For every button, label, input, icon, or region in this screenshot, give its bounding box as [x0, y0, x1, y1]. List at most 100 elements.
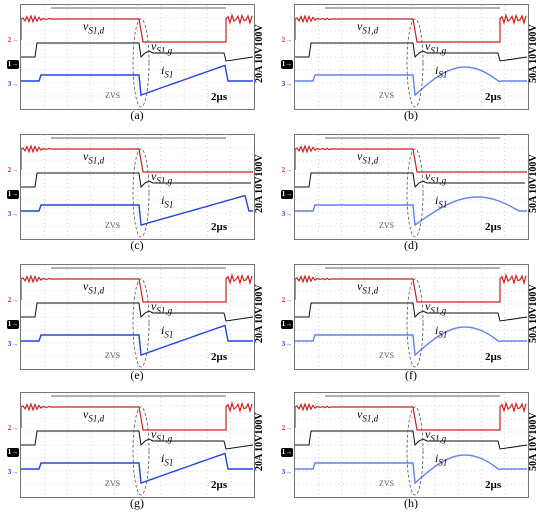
- gate-voltage-label: vS1,g: [425, 299, 447, 316]
- panel-caption: (c): [130, 238, 144, 252]
- gate-voltage-trace: [21, 42, 254, 62]
- channel-3-marker: 3→: [281, 80, 293, 88]
- scope-panel-c: vS1,d vS1,g iS1 ZVS 2µs 2→ 1→ 3→ 20A 10V…: [6, 132, 268, 256]
- channel-1-marker: 1→: [281, 448, 293, 457]
- channel-2-marker: 2→: [281, 296, 293, 304]
- channel-3-marker: 3→: [7, 80, 19, 88]
- switch-current-trace: [295, 196, 527, 227]
- drain-voltage-label: vS1,d: [83, 19, 105, 36]
- waveform-plot: [21, 135, 254, 239]
- oscilloscope-screen: vS1,d vS1,g iS1 ZVS 2µs: [20, 4, 255, 110]
- channel-2-marker: 2→: [281, 424, 293, 432]
- channel-2-marker: 2→: [7, 36, 19, 44]
- scope-panel-a: vS1,d vS1,g iS1 ZVS 2µs 2→ 1→ 3→ 20A 10V…: [6, 2, 268, 126]
- scope-panel-b: vS1,d vS1,g iS1 ZVS 2µs 2→ 1→ 3→ 50A 10V…: [280, 2, 542, 126]
- drain-voltage-label: vS1,d: [357, 19, 379, 36]
- scope-grid: [295, 135, 528, 239]
- scope-panel-d: vS1,d vS1,g iS1 ZVS 2µs 2→ 1→ 3→ 50A 10V…: [280, 132, 542, 256]
- oscilloscope-screen: vS1,d vS1,g iS1 ZVS 2µs: [294, 264, 529, 370]
- gate-voltage-label: vS1,g: [151, 299, 173, 316]
- scale-label: 20A 10V100V: [254, 284, 265, 344]
- time-division-label: 2µs: [211, 221, 228, 233]
- scale-label: 50A 10V100V: [528, 284, 539, 344]
- drain-voltage-label: vS1,d: [357, 279, 379, 296]
- drain-voltage-trace: [21, 13, 253, 43]
- waveform-plot: [21, 393, 254, 497]
- gate-voltage-trace: [21, 302, 254, 322]
- current-label: iS1: [161, 193, 174, 210]
- channel-1-marker: 1→: [7, 190, 19, 199]
- channel-1-marker: 1→: [281, 60, 293, 69]
- gate-voltage-label: vS1,g: [425, 39, 447, 56]
- scope-grid: [21, 393, 254, 497]
- scale-label: 20A 10V100V: [254, 412, 265, 472]
- scope-panel-f: vS1,d vS1,g iS1 ZVS 2µs 2→ 1→ 3→ 50A 10V…: [280, 262, 542, 386]
- drain-voltage-trace: [295, 144, 527, 173]
- scale-label: 50A 10V100V: [528, 154, 539, 214]
- time-division-label: 2µs: [485, 351, 502, 363]
- drain-voltage-trace: [21, 401, 253, 431]
- time-division-label: 2µs: [485, 479, 502, 491]
- zvs-label: ZVS: [379, 479, 395, 488]
- switch-current-trace: [295, 326, 527, 357]
- channel-3-marker: 3→: [281, 340, 293, 348]
- zvs-region-marker: [406, 148, 424, 238]
- gate-voltage-label: vS1,g: [151, 427, 173, 444]
- time-division-label: 2µs: [485, 221, 502, 233]
- switch-current-trace: [295, 66, 527, 97]
- scope-grid: [295, 265, 528, 369]
- waveform-plot: [295, 265, 528, 369]
- switch-current-trace: [295, 454, 527, 485]
- scale-label: 50A 10V100V: [528, 24, 539, 84]
- channel-3-marker: 3→: [7, 340, 19, 348]
- channel-3-marker: 3→: [281, 210, 293, 218]
- oscilloscope-screen: vS1,d vS1,g iS1 ZVS 2µs: [20, 392, 255, 498]
- drain-voltage-trace: [295, 13, 527, 43]
- channel-2-marker: 2→: [7, 424, 19, 432]
- oscilloscope-screen: vS1,d vS1,g iS1 ZVS 2µs: [294, 392, 529, 498]
- zvs-label: ZVS: [105, 221, 121, 230]
- channel-3-marker: 3→: [281, 468, 293, 476]
- drain-voltage-trace: [21, 273, 253, 303]
- zvs-region-marker: [132, 148, 150, 238]
- scope-panel-e: vS1,d vS1,g iS1 ZVS 2µs 2→ 1→ 3→ 20A 10V…: [6, 262, 268, 386]
- scope-panel-h: vS1,d vS1,g iS1 ZVS 2µs 2→ 1→ 3→ 50A 10V…: [280, 390, 542, 514]
- oscilloscope-screen: vS1,d vS1,g iS1 ZVS 2µs: [294, 134, 529, 240]
- channel-2-marker: 2→: [7, 296, 19, 304]
- oscilloscope-screen: vS1,d vS1,g iS1 ZVS 2µs: [294, 4, 529, 110]
- gate-voltage-trace: [295, 430, 528, 450]
- channel-1-marker: 1→: [7, 320, 19, 329]
- oscilloscope-screen: vS1,d vS1,g iS1 ZVS 2µs: [20, 134, 255, 240]
- channel-2-marker: 2→: [281, 166, 293, 174]
- zvs-region-marker: [132, 278, 150, 368]
- zvs-label: ZVS: [379, 351, 395, 360]
- drain-voltage-label: vS1,d: [357, 149, 379, 166]
- channel-3-marker: 3→: [7, 468, 19, 476]
- gate-voltage-label: vS1,g: [151, 169, 173, 186]
- channel-2-marker: 2→: [281, 36, 293, 44]
- switch-current-trace: [21, 194, 253, 226]
- gate-voltage-trace: [295, 42, 528, 62]
- scope-grid: [295, 393, 528, 497]
- gate-voltage-trace: [295, 172, 525, 189]
- panel-caption: (g): [130, 496, 144, 510]
- current-label: iS1: [161, 63, 174, 80]
- channel-1-marker: 1→: [281, 320, 293, 329]
- panel-caption: (e): [130, 368, 144, 382]
- waveform-plot: [295, 393, 528, 497]
- scale-label: 20A 10V100V: [254, 154, 265, 214]
- channel-1-marker: 1→: [281, 190, 293, 199]
- gate-voltage-trace: [21, 172, 251, 189]
- time-division-label: 2µs: [211, 351, 228, 363]
- panel-caption: (f): [405, 368, 417, 382]
- scale-label: 50A 10V100V: [528, 412, 539, 472]
- current-label: iS1: [435, 193, 448, 210]
- drain-voltage-trace: [295, 401, 527, 431]
- panel-caption: (d): [404, 238, 418, 252]
- zvs-label: ZVS: [379, 221, 395, 230]
- gate-voltage-label: vS1,g: [425, 169, 447, 186]
- scope-panel-g: vS1,d vS1,g iS1 ZVS 2µs 2→ 1→ 3→ 20A 10V…: [6, 390, 268, 514]
- scope-grid: [21, 5, 254, 109]
- zvs-label: ZVS: [379, 91, 395, 100]
- zvs-label: ZVS: [105, 91, 121, 100]
